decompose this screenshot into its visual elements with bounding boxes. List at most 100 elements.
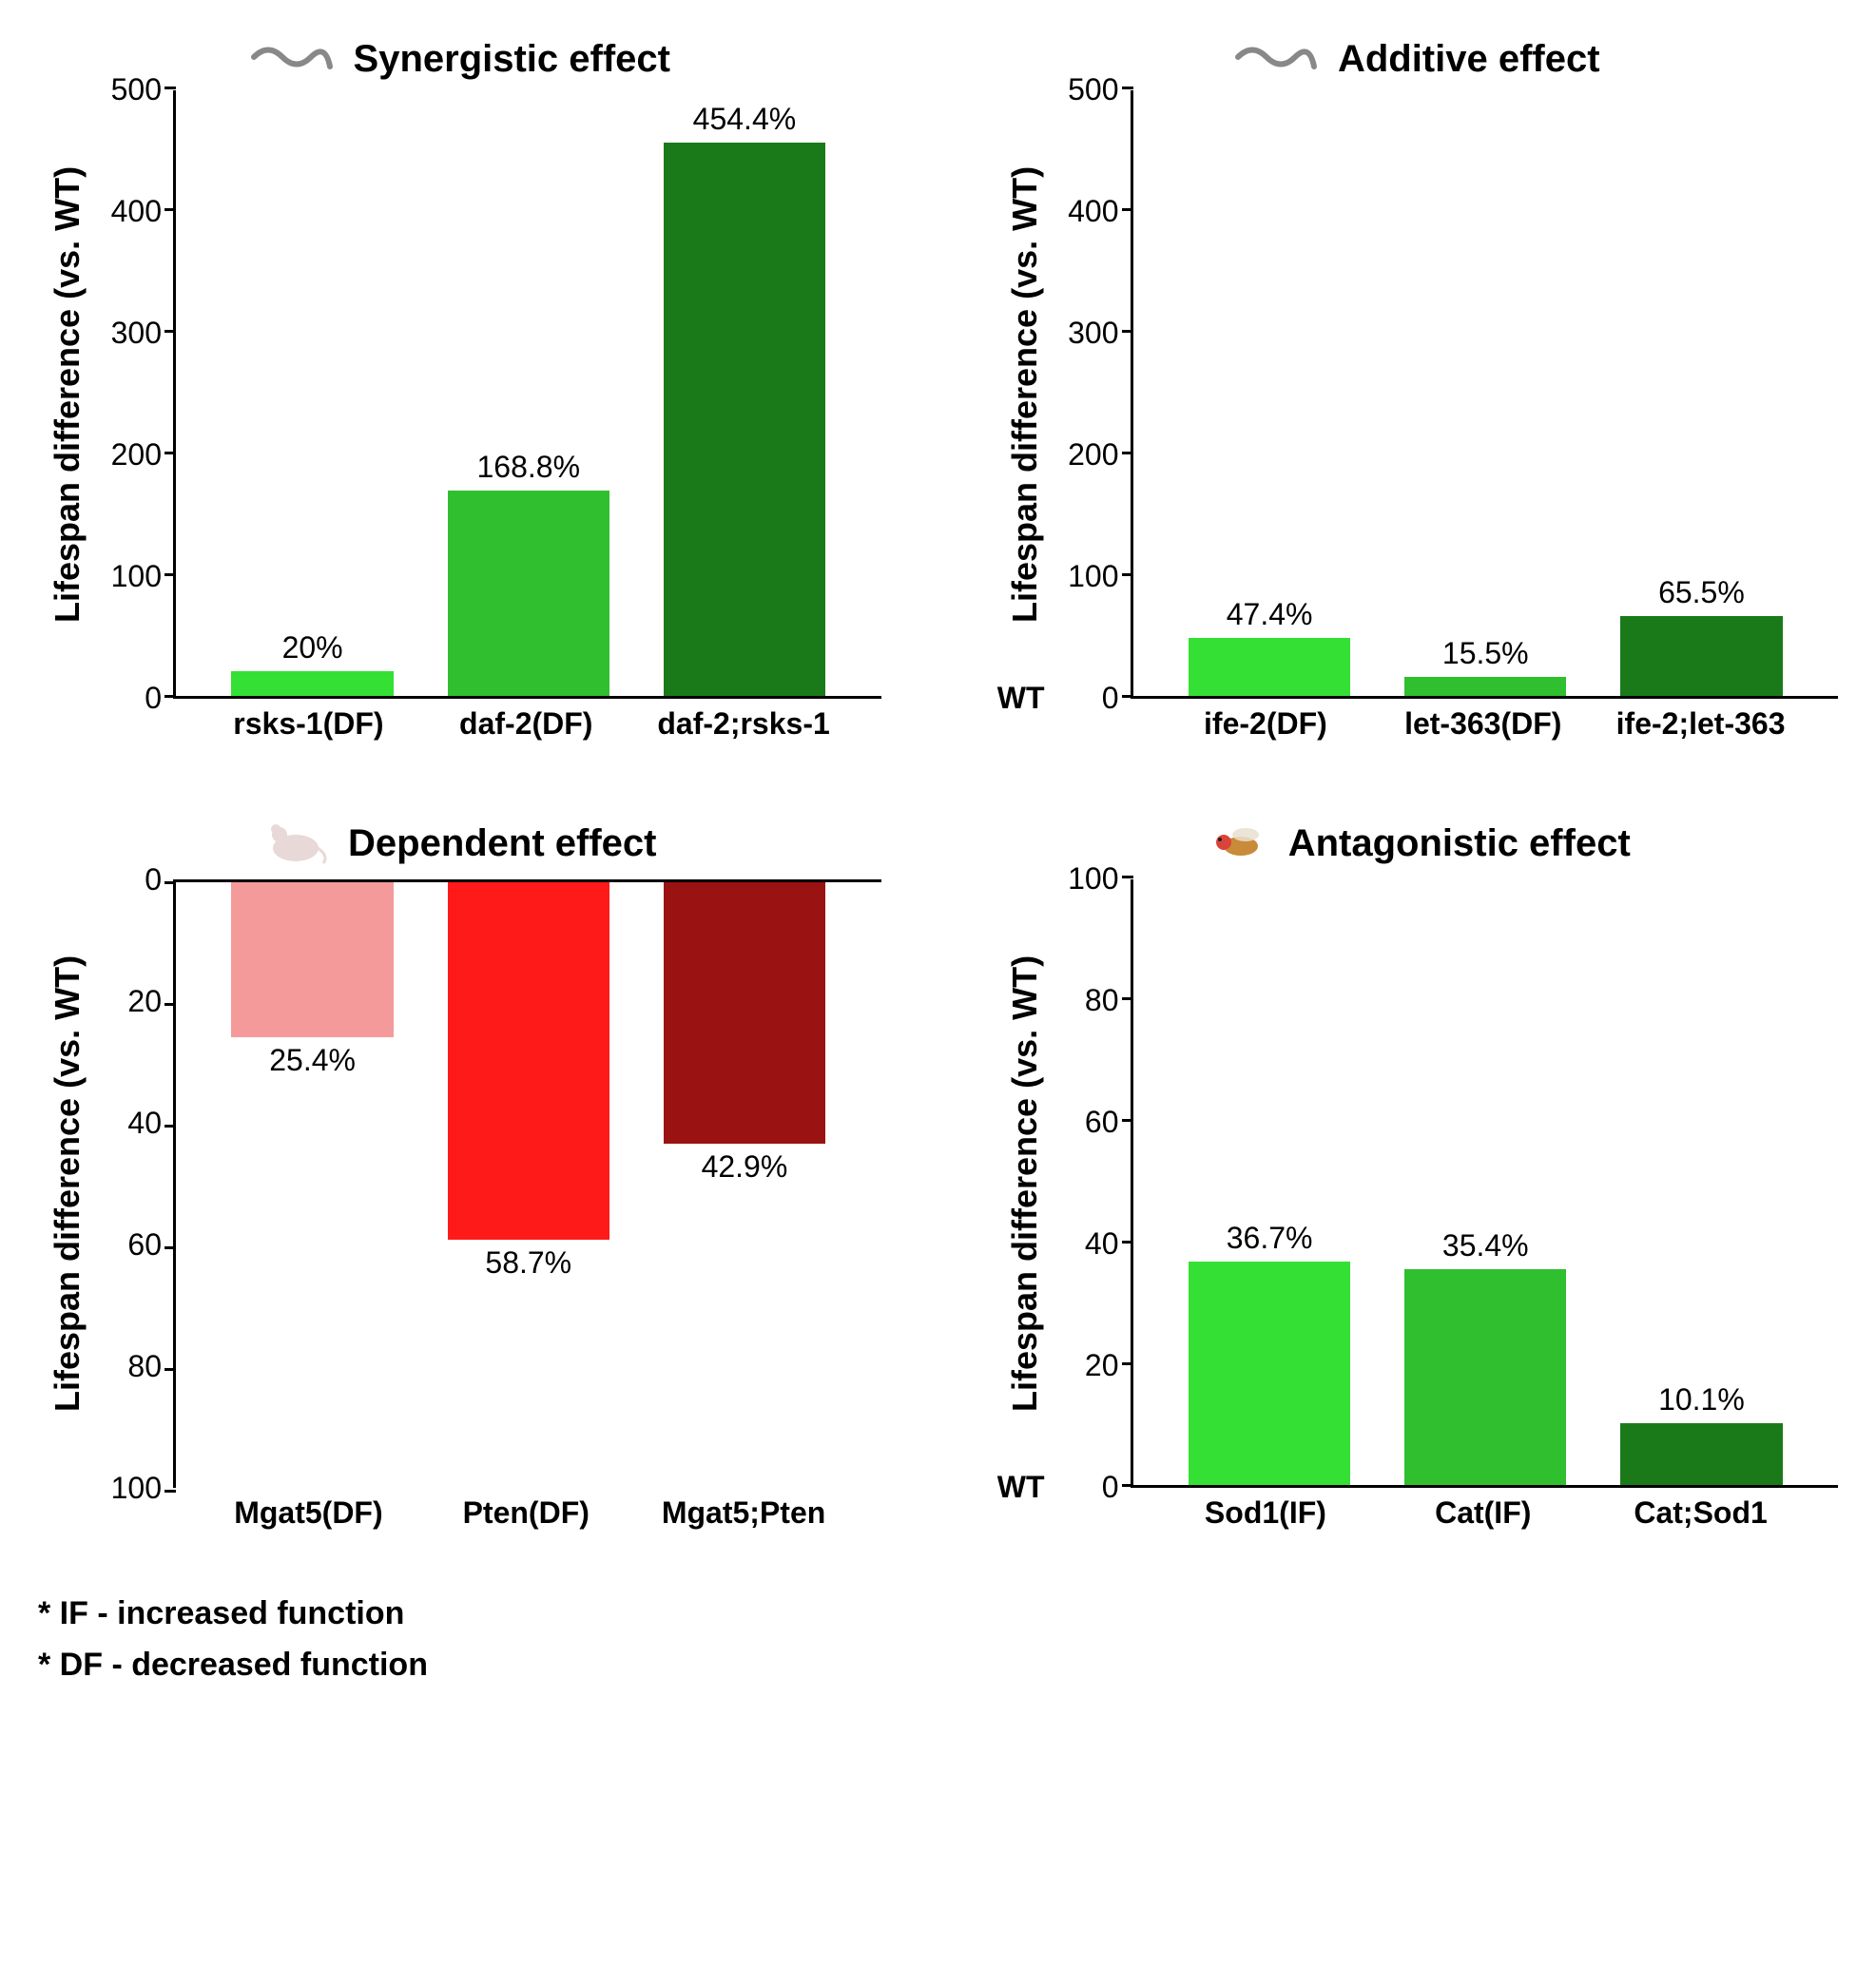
y-axis-ticks: 0100200300400500WT — [1054, 90, 1131, 699]
bar-value-label: 35.4% — [1442, 1228, 1529, 1263]
bar — [1404, 677, 1566, 696]
bar-value-label: 168.8% — [476, 450, 580, 485]
y-tick-label: 40 — [127, 1106, 162, 1141]
y-tick-label: 0 — [145, 681, 162, 716]
bar-value-label: 454.4% — [693, 102, 797, 137]
worm-icon — [1233, 38, 1319, 81]
x-tick-label: daf-2(DF) — [417, 706, 635, 742]
panel-additive: Additive effect Lifespan difference (vs. … — [996, 38, 1839, 742]
y-tick-label: 100 — [1068, 861, 1118, 897]
y-axis-label: Lifespan difference (vs. WT) — [38, 90, 97, 699]
bar-wrap: 36.7% — [1162, 1221, 1378, 1485]
bar — [448, 882, 609, 1240]
y-axis-label: Lifespan difference (vs. WT) — [996, 90, 1054, 699]
bar-wrap: 168.8% — [420, 450, 636, 696]
bar-wrap: 47.4% — [1162, 597, 1378, 696]
x-axis-labels: rsks-1(DF)daf-2(DF)daf-2;rsks-1 — [171, 699, 881, 742]
footnotes: * IF - increased function* DF - decrease… — [38, 1588, 1838, 1691]
y-tick-label: 40 — [1085, 1226, 1119, 1262]
bar-wrap: 20% — [204, 630, 420, 696]
y-tick-label: 60 — [127, 1227, 162, 1263]
plot-area: 20% 168.8% 454.4% — [173, 90, 881, 699]
bar-wrap: 25.4% — [204, 882, 420, 1078]
bar — [231, 882, 393, 1037]
y-tick-label: 80 — [1085, 983, 1119, 1018]
y-axis-label: Lifespan difference (vs. WT) — [38, 879, 97, 1488]
y-tick-label: 60 — [1085, 1105, 1119, 1140]
bar-wrap: 35.4% — [1378, 1228, 1594, 1485]
x-axis-labels: Sod1(IF)Cat(IF)Cat;Sod1 — [1129, 1488, 1839, 1531]
worm-icon — [249, 38, 335, 81]
bar — [1620, 616, 1782, 696]
y-axis-ticks: 020406080100WT — [1054, 879, 1131, 1488]
bar-value-label: 47.4% — [1227, 597, 1313, 632]
y-tick-label: 300 — [111, 316, 162, 351]
x-tick-label: ife-2(DF) — [1157, 706, 1375, 742]
y-tick-label: 20 — [1085, 1348, 1119, 1383]
y-tick-label: 0 — [145, 862, 162, 897]
y-tick-label: 500 — [111, 72, 162, 107]
bar — [664, 882, 825, 1144]
wt-label: WT — [997, 681, 1045, 716]
y-tick-label: 200 — [1068, 437, 1118, 472]
panel-dependent: Dependent effect Lifespan difference (vs.… — [38, 818, 881, 1531]
y-axis-ticks: 020406080100 — [97, 879, 173, 1488]
x-tick-label: Mgat5(DF) — [200, 1495, 417, 1531]
chart-grid: Synergistic effect Lifespan difference (v… — [38, 38, 1838, 1531]
bar-value-label: 36.7% — [1227, 1221, 1313, 1256]
plot-area: 47.4% 15.5% 65.5% — [1131, 90, 1839, 699]
bar-wrap: 454.4% — [636, 102, 852, 696]
bar-wrap: 58.7% — [420, 882, 636, 1281]
bar-value-label: 15.5% — [1442, 636, 1529, 671]
y-tick-label: 400 — [111, 194, 162, 229]
bar-wrap: 10.1% — [1594, 1382, 1809, 1485]
x-tick-label: Cat;Sod1 — [1592, 1495, 1809, 1531]
x-tick-label: let-363(DF) — [1374, 706, 1592, 742]
bar-value-label: 65.5% — [1658, 575, 1745, 610]
bar — [664, 143, 825, 696]
y-tick-label: 20 — [127, 984, 162, 1019]
panel-title: Dependent effect — [348, 822, 657, 865]
y-tick-label: 400 — [1068, 194, 1118, 229]
x-tick-label: ife-2;let-363 — [1592, 706, 1809, 742]
y-tick-label: 0 — [1102, 681, 1119, 716]
y-tick-label: 200 — [111, 437, 162, 472]
panel-title: Additive effect — [1338, 38, 1600, 81]
bar — [1189, 1262, 1350, 1485]
y-tick-label: 100 — [1068, 559, 1118, 594]
y-tick-label: 100 — [111, 559, 162, 594]
bar-value-label: 10.1% — [1658, 1382, 1745, 1417]
bar-value-label: 58.7% — [485, 1245, 571, 1281]
panel-synergistic: Synergistic effect Lifespan difference (v… — [38, 38, 881, 742]
bar — [1620, 1423, 1782, 1485]
bar-value-label: 20% — [282, 630, 343, 665]
y-tick-label: 500 — [1068, 72, 1118, 107]
y-tick-label: 80 — [127, 1349, 162, 1384]
bar-wrap: 15.5% — [1378, 636, 1594, 696]
bar-wrap: 65.5% — [1594, 575, 1809, 696]
bar-wrap: 42.9% — [636, 882, 852, 1185]
y-tick-label: 100 — [111, 1471, 162, 1506]
plot-area: 25.4% 58.7% 42.9% — [173, 879, 881, 1488]
x-tick-label: rsks-1(DF) — [200, 706, 417, 742]
x-axis-labels: ife-2(DF)let-363(DF)ife-2;let-363 — [1129, 699, 1839, 742]
bar-value-label: 42.9% — [702, 1149, 788, 1185]
x-tick-label: daf-2;rsks-1 — [635, 706, 853, 742]
bar — [448, 491, 609, 696]
panel-title: Antagonistic effect — [1288, 822, 1631, 865]
panel-title: Synergistic effect — [354, 38, 670, 81]
bar — [231, 671, 393, 696]
x-tick-label: Pten(DF) — [417, 1495, 635, 1531]
x-tick-label: Mgat5;Pten — [635, 1495, 853, 1531]
footnote-line: * IF - increased function — [38, 1588, 1838, 1639]
bar — [1189, 638, 1350, 696]
mouse-icon — [262, 818, 329, 870]
plot-area: 36.7% 35.4% 10.1% — [1131, 879, 1839, 1488]
y-axis-ticks: 0100200300400500 — [97, 90, 173, 699]
y-tick-label: 0 — [1102, 1470, 1119, 1505]
y-axis-label: Lifespan difference (vs. WT) — [996, 879, 1054, 1488]
x-axis-labels: Mgat5(DF)Pten(DF)Mgat5;Pten — [171, 1488, 881, 1531]
footnote-line: * DF - decreased function — [38, 1639, 1838, 1690]
panel-antagonistic: Antagonistic effect Lifespan difference (… — [996, 818, 1839, 1531]
x-tick-label: Sod1(IF) — [1157, 1495, 1375, 1531]
